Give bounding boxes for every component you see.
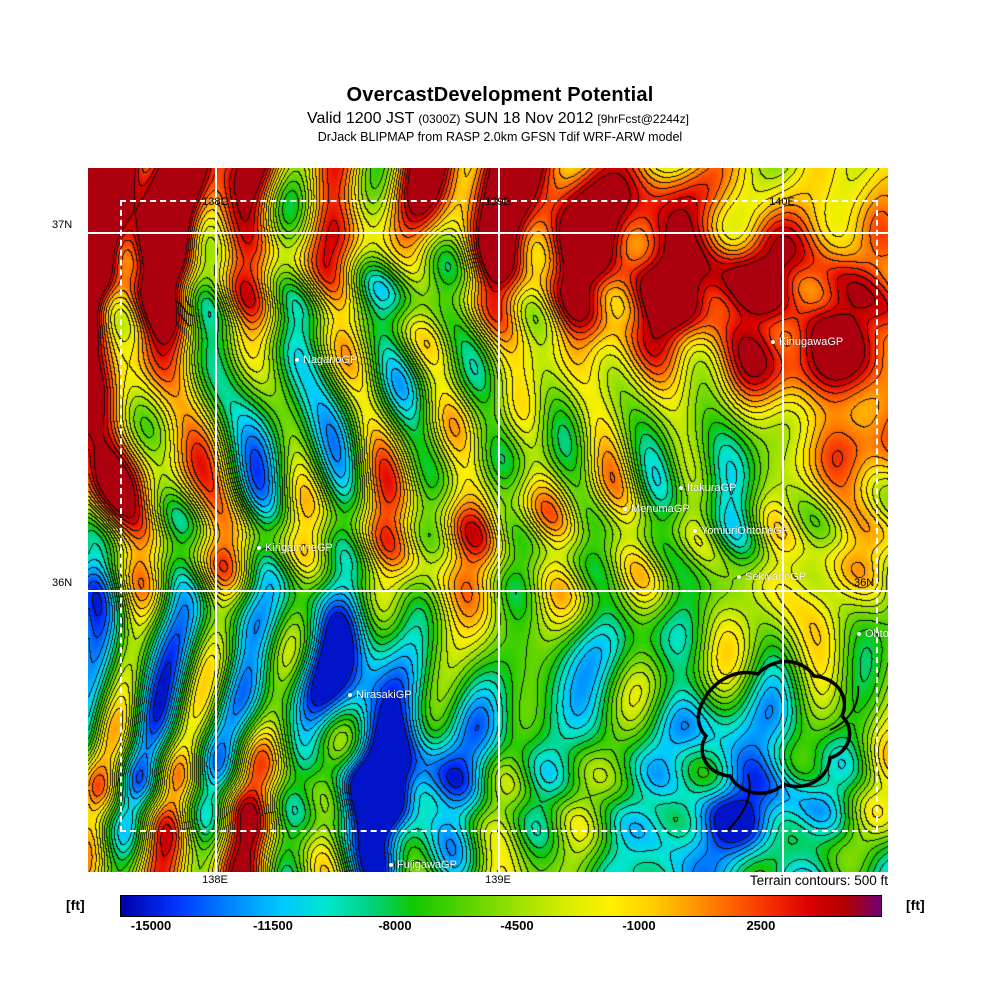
site-marker-icon bbox=[348, 693, 352, 697]
lat-label-36n-left: 36N bbox=[52, 577, 73, 589]
colorbar-tick-1: -11500 bbox=[253, 918, 293, 933]
colorbar-tick-3: -4500 bbox=[500, 918, 534, 933]
valid-zulu-time: (0300Z) bbox=[418, 112, 461, 126]
lat-label-36n-right: 36N bbox=[854, 577, 875, 589]
od-potential-field bbox=[88, 168, 888, 872]
chart-title: OvercastDevelopment Potential bbox=[346, 84, 654, 106]
lat-label-37n-left: 37N bbox=[52, 219, 73, 231]
site-fujigawa: FujigawaGP bbox=[389, 859, 457, 871]
lon-label-138e-bottom: 138E bbox=[202, 874, 228, 886]
site-label: KirigamineGP bbox=[265, 542, 333, 554]
site-marker-icon bbox=[679, 486, 683, 490]
colorbar-unit-left: [ft] bbox=[66, 897, 85, 913]
colorbar-tick-2: -8000 bbox=[378, 918, 412, 933]
site-menuma: MenumaGP bbox=[623, 503, 690, 515]
colorbar-tick-5: 2500 bbox=[746, 918, 776, 933]
model-line: DrJack BLIPMAP from RASP 2.0km GFSN Tdif… bbox=[317, 130, 683, 145]
site-marker-icon bbox=[857, 632, 861, 636]
site-kirigamine: KirigamineGP bbox=[257, 542, 333, 554]
lon-label-140e-top: 140E bbox=[769, 196, 795, 208]
gridline-36n bbox=[88, 590, 888, 592]
site-label: FujigawaGP bbox=[397, 859, 457, 871]
site-marker-icon bbox=[389, 863, 393, 867]
colorbar-tick-0: -15000 bbox=[130, 918, 172, 933]
site-marker-icon bbox=[295, 358, 299, 362]
colorbar: -15000 -11500 -8000 -4500 -1000 2500 bbox=[120, 895, 882, 933]
site-label: NirasakiGP bbox=[356, 689, 412, 701]
colorbar-unit-right: [ft] bbox=[906, 897, 925, 913]
site-label: MenumaGP bbox=[631, 503, 690, 515]
valid-prefix: Valid 1200 JST bbox=[307, 110, 415, 127]
site-nagano: NaganoGP bbox=[295, 354, 357, 366]
site-label: NaganoGP bbox=[303, 354, 358, 366]
site-marker-icon bbox=[737, 575, 741, 579]
site-nirasaki: NirasakiGP bbox=[348, 689, 412, 701]
valid-date: SUN 18 Nov 2012 bbox=[464, 110, 594, 127]
bay-outline bbox=[696, 659, 852, 795]
river-line bbox=[727, 773, 751, 831]
site-label: SekiyadoGP bbox=[745, 571, 807, 583]
site-label: OhtoneGP bbox=[865, 628, 888, 640]
lon-label-139e-top: 139E bbox=[485, 196, 511, 208]
gridline-138e bbox=[215, 168, 217, 872]
site-marker-icon bbox=[623, 507, 627, 511]
site-marker-icon bbox=[257, 546, 261, 550]
coast-line-ne bbox=[829, 685, 860, 731]
site-itakura: ItakuraGP bbox=[679, 482, 737, 494]
valid-line: Valid 1200 JST (0300Z) SUN 18 Nov 2012 [9hr… bbox=[0, 110, 1000, 128]
site-sekiyado: SekiyadoGP bbox=[737, 571, 806, 583]
site-kinugawa: KinugawaGP bbox=[771, 336, 843, 348]
forecast-tag: [9hrFcst@2244z] bbox=[597, 112, 689, 126]
lon-label-139e-bottom: 139E bbox=[485, 874, 511, 886]
map-area: 138E 139E 140E 36N NaganoGP KinugawaGP I… bbox=[88, 168, 888, 872]
site-yomiuri-ohtone: YomiuriOhtoneGP bbox=[693, 525, 789, 537]
site-label: ItakuraGP bbox=[687, 482, 737, 494]
gridline-140e bbox=[782, 168, 784, 872]
gridline-37n bbox=[88, 232, 888, 234]
site-label: YomiuriOhtoneGP bbox=[701, 525, 790, 537]
site-marker-icon bbox=[771, 340, 775, 344]
site-ohtone: OhtoneGP bbox=[857, 628, 888, 640]
domain-boundary-dashed bbox=[120, 200, 878, 832]
terrain-contours-note: Terrain contours: 500 ft bbox=[749, 873, 888, 888]
coastline bbox=[696, 659, 860, 831]
gridline-139e bbox=[498, 168, 500, 872]
colorbar-tick-4: -1000 bbox=[622, 918, 656, 933]
header: OvercastDevelopment Potential Valid 1200… bbox=[0, 84, 1000, 145]
site-label: KinugawaGP bbox=[779, 336, 844, 348]
lon-label-138e-top: 138E bbox=[202, 196, 228, 208]
site-marker-icon bbox=[693, 529, 697, 533]
